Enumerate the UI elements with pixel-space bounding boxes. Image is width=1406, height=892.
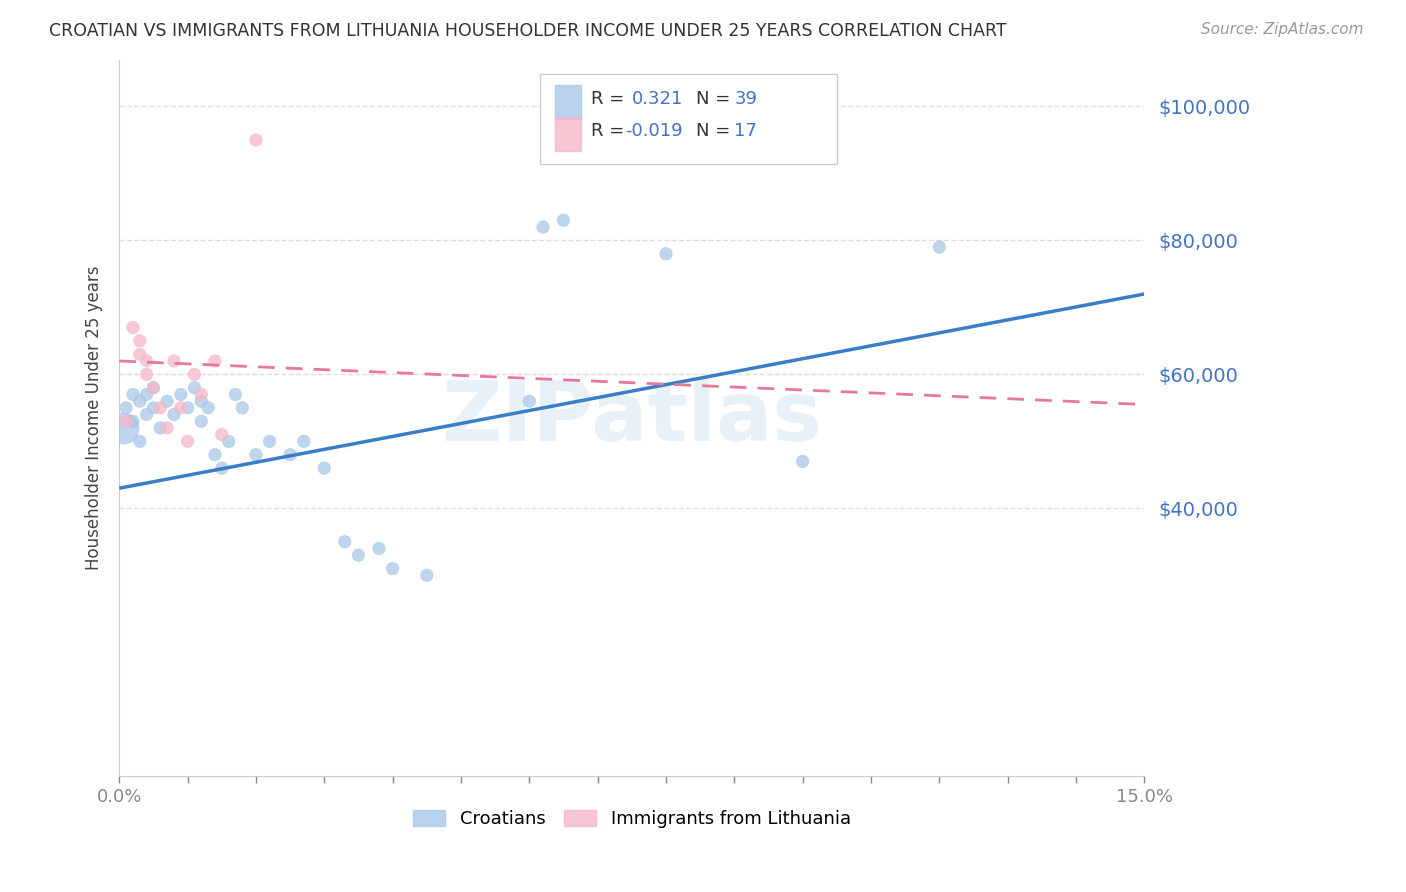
Point <box>224 387 246 401</box>
Legend: Croatians, Immigrants from Lithuania: Croatians, Immigrants from Lithuania <box>406 803 858 835</box>
Point <box>128 334 150 348</box>
Point <box>292 434 315 449</box>
Text: R =: R = <box>591 122 630 140</box>
Text: 39: 39 <box>734 90 758 108</box>
FancyBboxPatch shape <box>555 118 581 151</box>
Point <box>163 408 186 422</box>
Point <box>190 394 212 409</box>
Point <box>190 414 212 428</box>
Point <box>368 541 391 556</box>
Point <box>416 568 439 582</box>
Point <box>135 387 157 401</box>
Point <box>183 368 205 382</box>
Point <box>170 401 193 415</box>
Text: 17: 17 <box>734 122 758 140</box>
Point <box>314 461 336 475</box>
Point <box>156 421 179 435</box>
Point <box>259 434 281 449</box>
Point <box>553 213 575 227</box>
Point <box>142 401 165 415</box>
Point <box>149 421 172 435</box>
Point <box>135 354 157 368</box>
Point <box>928 240 950 254</box>
Point <box>245 133 267 147</box>
Point <box>122 414 145 428</box>
Point <box>197 401 219 415</box>
Point <box>347 548 370 562</box>
Point <box>211 427 233 442</box>
Point <box>517 394 540 409</box>
Point <box>142 381 165 395</box>
Text: ZIPatlas: ZIPatlas <box>441 377 823 458</box>
Point <box>142 381 165 395</box>
Text: -0.019: -0.019 <box>624 122 682 140</box>
Point <box>115 414 138 428</box>
Point <box>183 381 205 395</box>
Point <box>190 387 212 401</box>
Text: N =: N = <box>696 90 737 108</box>
Point <box>655 247 678 261</box>
Point <box>333 534 356 549</box>
Point <box>111 421 134 435</box>
Text: R =: R = <box>591 90 630 108</box>
Point <box>170 387 193 401</box>
Point <box>792 454 814 468</box>
Point <box>211 461 233 475</box>
Point <box>176 401 198 415</box>
Point <box>115 401 138 415</box>
Point <box>204 448 226 462</box>
Text: 0.321: 0.321 <box>631 90 683 108</box>
Point <box>245 448 267 462</box>
Point <box>231 401 253 415</box>
Y-axis label: Householder Income Under 25 years: Householder Income Under 25 years <box>86 266 103 570</box>
Point <box>163 354 186 368</box>
Point <box>531 220 554 235</box>
Point <box>149 401 172 415</box>
Point <box>128 347 150 361</box>
FancyBboxPatch shape <box>540 74 837 163</box>
Point <box>218 434 240 449</box>
Text: CROATIAN VS IMMIGRANTS FROM LITHUANIA HOUSEHOLDER INCOME UNDER 25 YEARS CORRELAT: CROATIAN VS IMMIGRANTS FROM LITHUANIA HO… <box>49 22 1007 40</box>
Point <box>135 368 157 382</box>
Point <box>128 394 150 409</box>
Point <box>128 434 150 449</box>
Point <box>122 320 145 334</box>
FancyBboxPatch shape <box>555 86 581 119</box>
Point <box>381 561 404 575</box>
Point <box>135 408 157 422</box>
Point <box>176 434 198 449</box>
Point <box>122 387 145 401</box>
Point <box>156 394 179 409</box>
Point <box>278 448 301 462</box>
Point <box>204 354 226 368</box>
Text: N =: N = <box>696 122 737 140</box>
Text: Source: ZipAtlas.com: Source: ZipAtlas.com <box>1201 22 1364 37</box>
